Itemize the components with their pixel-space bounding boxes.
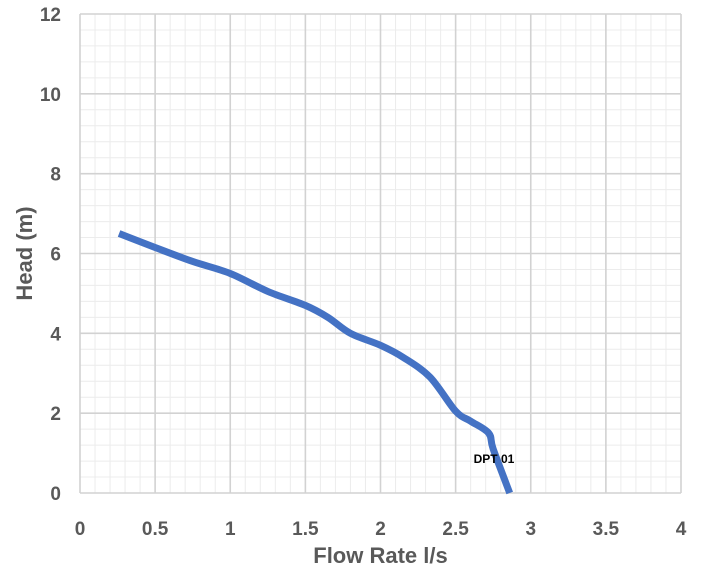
x-tick-label: 1	[225, 519, 236, 540]
x-tick-label: 4	[676, 519, 687, 540]
x-tick-labels: 0 0.5 1 1.5 2 2.5 3 3.5 4	[75, 519, 687, 540]
y-tick-label: 0	[50, 484, 61, 505]
y-tick-labels: 0 2 4 6 8 10 12	[40, 5, 62, 505]
x-tick-label: 3.5	[593, 519, 620, 540]
y-tick-label: 12	[40, 5, 61, 26]
y-tick-label: 4	[50, 324, 61, 345]
x-tick-label: 2	[375, 519, 386, 540]
annotations: DPT 01	[474, 452, 515, 466]
y-tick-label: 8	[50, 165, 61, 186]
y-axis-title: Head (m)	[12, 206, 37, 300]
x-tick-label: 1.5	[292, 519, 319, 540]
x-axis-title: Flow Rate l/s	[313, 543, 447, 568]
x-tick-label: 0	[75, 519, 86, 540]
x-tick-label: 3	[525, 519, 536, 540]
x-tick-label: 0.5	[142, 519, 169, 540]
series-line	[117, 230, 513, 495]
y-tick-label: 2	[50, 404, 61, 425]
series-layer	[117, 230, 513, 495]
series-label: DPT 01	[474, 452, 515, 466]
x-tick-label: 2.5	[442, 519, 469, 540]
y-tick-label: 10	[40, 85, 61, 106]
y-tick-label: 6	[50, 245, 61, 266]
